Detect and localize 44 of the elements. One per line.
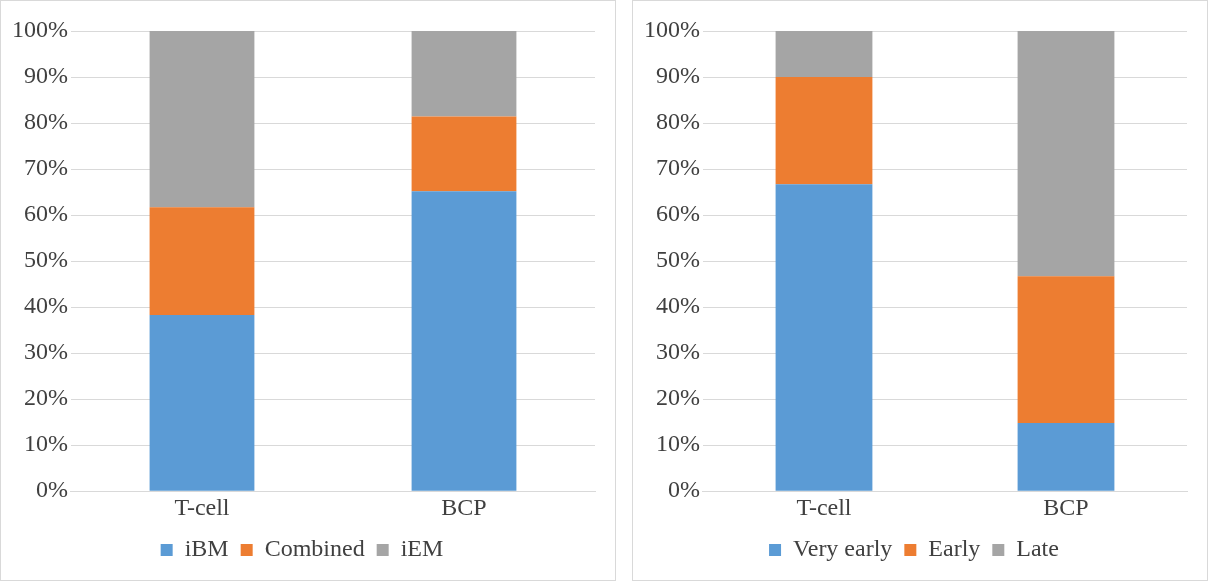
y-tick-label: 60% xyxy=(655,200,700,227)
y-tick-label: 80% xyxy=(655,108,700,135)
y-tick-label: 90% xyxy=(655,62,700,89)
y-tick-label: 30% xyxy=(23,338,68,365)
x-tick-label: T-cell xyxy=(796,493,852,520)
bar xyxy=(1017,276,1115,424)
y-tick-label: 0% xyxy=(667,476,700,503)
y-tick-label: 0% xyxy=(35,476,68,503)
bar xyxy=(1017,423,1115,491)
y-tick-label: 100% xyxy=(11,16,68,43)
bar xyxy=(775,77,873,185)
y-tick-label: 70% xyxy=(655,154,700,181)
bar xyxy=(1017,31,1115,277)
bar xyxy=(411,191,517,491)
y-tick-label: 10% xyxy=(655,430,700,457)
y-tick-label: 30% xyxy=(655,338,700,365)
legend-label: iBM xyxy=(184,535,229,562)
bar xyxy=(775,31,873,78)
y-tick-label: 90% xyxy=(23,62,68,89)
y-tick-label: 70% xyxy=(23,154,68,181)
legend-label: iEM xyxy=(400,535,444,562)
y-tick-label: 10% xyxy=(23,430,68,457)
legend-label: Late xyxy=(1016,535,1059,562)
legend-label: Combined xyxy=(264,535,365,562)
bar xyxy=(411,31,517,117)
y-tick-label: 40% xyxy=(23,292,68,319)
y-tick-label: 60% xyxy=(23,200,68,227)
x-tick-label: BCP xyxy=(441,493,487,520)
y-tick-label: 50% xyxy=(23,246,68,273)
y-tick-label: 20% xyxy=(655,384,700,411)
bar xyxy=(149,31,255,208)
bar xyxy=(411,116,517,192)
bar xyxy=(775,184,873,491)
y-tick-label: 40% xyxy=(655,292,700,319)
bar xyxy=(149,314,255,491)
x-tick-label: BCP xyxy=(1043,493,1089,520)
legend-label: Very early xyxy=(793,535,893,562)
y-tick-label: 50% xyxy=(655,246,700,273)
x-tick-label: T-cell xyxy=(174,493,230,520)
bar xyxy=(149,207,255,315)
y-tick-label: 80% xyxy=(23,108,68,135)
y-tick-label: 20% xyxy=(23,384,68,411)
legend-label: Early xyxy=(928,535,981,562)
y-tick-label: 100% xyxy=(643,16,700,43)
